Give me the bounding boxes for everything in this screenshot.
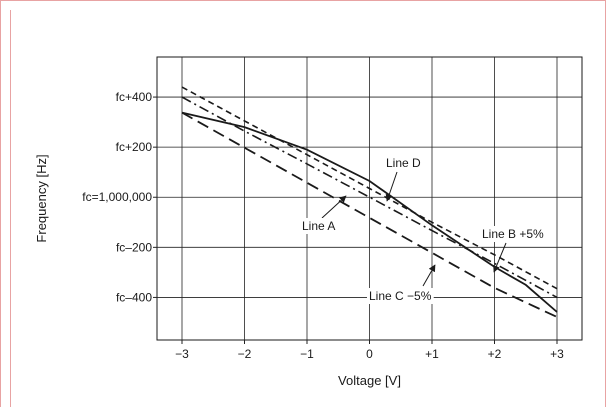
annotation-label-bg bbox=[300, 218, 338, 234]
y-tick-label: fc–400 bbox=[116, 290, 152, 304]
x-tick-label: +2 bbox=[488, 347, 502, 361]
x-tick-label: −1 bbox=[300, 347, 314, 361]
x-tick-label: +1 bbox=[425, 347, 439, 361]
annotation-arrow-line-a bbox=[321, 195, 347, 219]
x-tick-label: −3 bbox=[175, 347, 189, 361]
annotation-arrow-line-d bbox=[385, 171, 398, 202]
annotation-label-bg bbox=[480, 226, 547, 242]
x-axis-label: Voltage [V] bbox=[338, 373, 401, 388]
x-tick-label: +3 bbox=[550, 347, 564, 361]
x-tick-label: 0 bbox=[366, 347, 373, 361]
annotation-label-line-b: Line B +5% bbox=[482, 227, 544, 241]
annotation-label-line-d: Line D bbox=[386, 156, 421, 170]
tick-labels: −3 −2 −1 0 +1 +2 +3 fc+400 fc+200 fc=1,000,000 fc–… bbox=[82, 90, 564, 361]
x-tick-label: −2 bbox=[238, 347, 252, 361]
annotation-arrow-line-c bbox=[422, 264, 436, 287]
annotation-group: Line D Line A Line B +5% Line C −5% bbox=[300, 155, 547, 304]
y-tick-label: fc–200 bbox=[116, 240, 152, 254]
y-tick-label: fc+400 bbox=[116, 90, 153, 104]
series-line-b bbox=[181, 86, 558, 290]
series-line-d bbox=[181, 111, 558, 313]
series-group bbox=[181, 86, 558, 318]
annotation-arrow-line-b bbox=[493, 242, 507, 273]
y-tick-label: fc=1,000,000 bbox=[82, 190, 152, 204]
frame-inner-rule bbox=[10, 10, 11, 407]
annotation-label-bg bbox=[384, 155, 424, 171]
annotation-label-line-c: Line C −5% bbox=[369, 289, 432, 303]
annotation-label-bg bbox=[367, 288, 434, 304]
y-axis-label: Frequency [Hz] bbox=[34, 154, 49, 242]
y-tick-label: fc+200 bbox=[116, 140, 153, 154]
annotation-label-line-a: Line A bbox=[302, 219, 335, 233]
